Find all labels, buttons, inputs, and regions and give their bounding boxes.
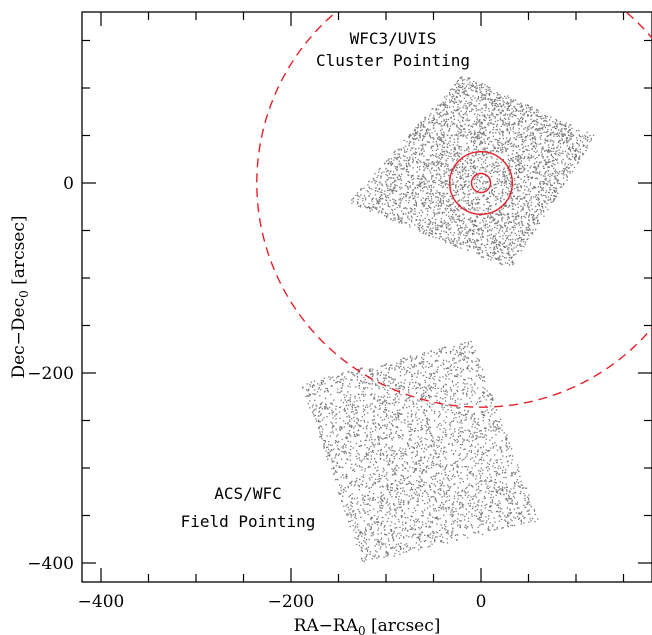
field-label-acs-line1: ACS/WFC: [214, 484, 281, 503]
fov-circles: [256, 12, 652, 408]
field-1-points: [301, 340, 539, 563]
field-label-acs-line2: Field Pointing: [181, 512, 316, 531]
plot-frame: [81, 11, 652, 583]
axis-ticks: [82, 12, 652, 582]
y-tick-label-0: −400: [27, 554, 74, 574]
fov-circle-1: [448, 150, 514, 216]
x-tick-label-1: −200: [268, 592, 315, 612]
x-axis-label: RA−RA0 [arcsec]: [294, 616, 441, 635]
x-axis-label-unit: [arcsec]: [366, 616, 441, 635]
x-axis-label-main: RA−RA: [294, 616, 359, 635]
y-axis-label: Dec−Dec0 [arcsec]: [9, 215, 31, 378]
fov-circle-0: [470, 172, 492, 194]
tick-labels: −400 −200 0 −400 −200 0: [27, 174, 486, 612]
x-tick-label-2: 0: [476, 592, 487, 612]
y-tick-label-2: 0: [63, 174, 74, 194]
fov-circle-2: [256, 12, 652, 408]
y-tick-label-1: −200: [27, 364, 74, 384]
x-tick-label-0: −400: [78, 592, 125, 612]
scatter-points: [301, 76, 595, 563]
y-axis-label-sub: 0: [17, 290, 31, 298]
field-0-points: [351, 76, 595, 266]
y-axis-label-main: Dec−Dec: [9, 298, 29, 379]
field-label-wfc3-line1: WFC3/UVIS: [350, 29, 437, 48]
field-label-wfc3-line2: Cluster Pointing: [316, 51, 470, 70]
x-axis-label-sub: 0: [358, 624, 366, 635]
y-axis-label-unit: [arcsec]: [9, 215, 29, 290]
